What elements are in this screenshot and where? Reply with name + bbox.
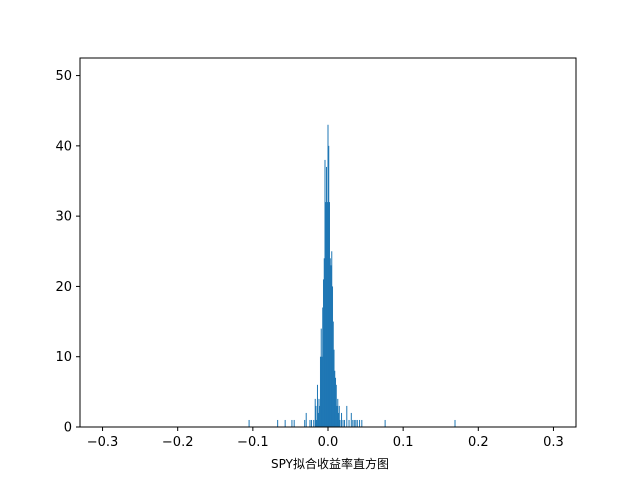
histogram-bar: [338, 412, 340, 427]
histogram-bar: [321, 356, 323, 427]
histogram-bar: [335, 377, 337, 427]
histogram-bar: [338, 405, 340, 427]
x-tick-label: −0.3: [87, 435, 119, 450]
histogram-bar: [322, 279, 324, 427]
histogram-bar: [322, 307, 324, 427]
histogram-bar: [314, 398, 316, 427]
histogram-bar: [313, 419, 315, 427]
histogram-bar: [331, 251, 333, 427]
histogram-bar: [316, 384, 318, 427]
histogram-bar: [384, 419, 386, 427]
x-tick-label: −0.2: [162, 435, 194, 450]
histogram-bar: [319, 356, 321, 427]
histogram-bar: [341, 412, 343, 427]
histogram-bar: [305, 412, 307, 427]
y-tick-label: 20: [55, 280, 72, 295]
histogram-bar: [353, 419, 355, 427]
histogram-bar: [293, 419, 295, 427]
histogram-bar: [346, 405, 348, 427]
x-tick-label: 0.2: [468, 435, 489, 450]
histogram-bar: [315, 405, 317, 427]
histogram-bar: [291, 419, 293, 427]
histogram-bar: [326, 166, 327, 427]
histogram-bar: [326, 202, 328, 427]
histogram-bar: [348, 419, 350, 427]
histogram-bar: [333, 349, 335, 427]
histogram-bar: [318, 398, 320, 427]
histogram-bar: [361, 419, 363, 427]
histogram-bar: [328, 145, 330, 428]
histogram-bar: [310, 419, 312, 427]
histogram-bar: [335, 384, 337, 427]
histogram-bar: [355, 419, 357, 427]
axes: −0.3 −0.2 −0.1 0.0 0.1 0.2 0.3 0 10 20 30 40 50: [55, 57, 577, 450]
y-tick-label: 40: [55, 139, 72, 154]
histogram-bar: [350, 412, 352, 427]
histogram-bar: [342, 419, 344, 427]
histogram-bar: [248, 419, 250, 427]
histogram-bar: [317, 412, 319, 427]
y-tick-label: 50: [55, 69, 72, 84]
histogram-bar: [359, 419, 361, 427]
histogram-bar: [329, 202, 330, 427]
x-tick-label: 0.0: [318, 435, 339, 450]
histogram-bar: [332, 286, 334, 427]
histogram-bar: [337, 398, 339, 427]
histogram-bars: [248, 124, 456, 428]
histogram-bar: [325, 202, 327, 427]
x-tick-label: −0.1: [237, 435, 269, 450]
histogram-bar: [327, 124, 329, 428]
histogram-bar: [336, 405, 338, 427]
histogram-bar: [284, 419, 286, 427]
histogram-bar: [454, 419, 456, 427]
histogram-bar: [330, 265, 332, 427]
histogram-bar: [309, 419, 311, 427]
y-tick-label: 30: [55, 210, 72, 225]
histogram-bar: [352, 419, 354, 427]
histogram-bar: [332, 321, 334, 427]
y-tick-label: 0: [64, 421, 72, 436]
histogram-bar: [344, 419, 346, 427]
histogram-bar: [356, 419, 358, 427]
histogram-bar: [334, 370, 336, 427]
histogram-bar: [319, 405, 321, 427]
histogram-bar: [277, 419, 279, 427]
histogram-bar: [339, 419, 341, 427]
x-tick-label: 0.1: [393, 435, 414, 450]
x-axis-label: SPY拟合收益率直方图: [271, 456, 389, 471]
histogram-bar: [316, 419, 318, 427]
histogram-bar: [304, 419, 306, 427]
histogram-bar: [329, 258, 331, 427]
histogram-bar: [320, 328, 322, 427]
histogram-bar: [323, 258, 325, 427]
y-tick-label: 10: [55, 350, 72, 365]
x-tick-label: 0.3: [543, 435, 564, 450]
histogram-bar: [324, 159, 326, 427]
